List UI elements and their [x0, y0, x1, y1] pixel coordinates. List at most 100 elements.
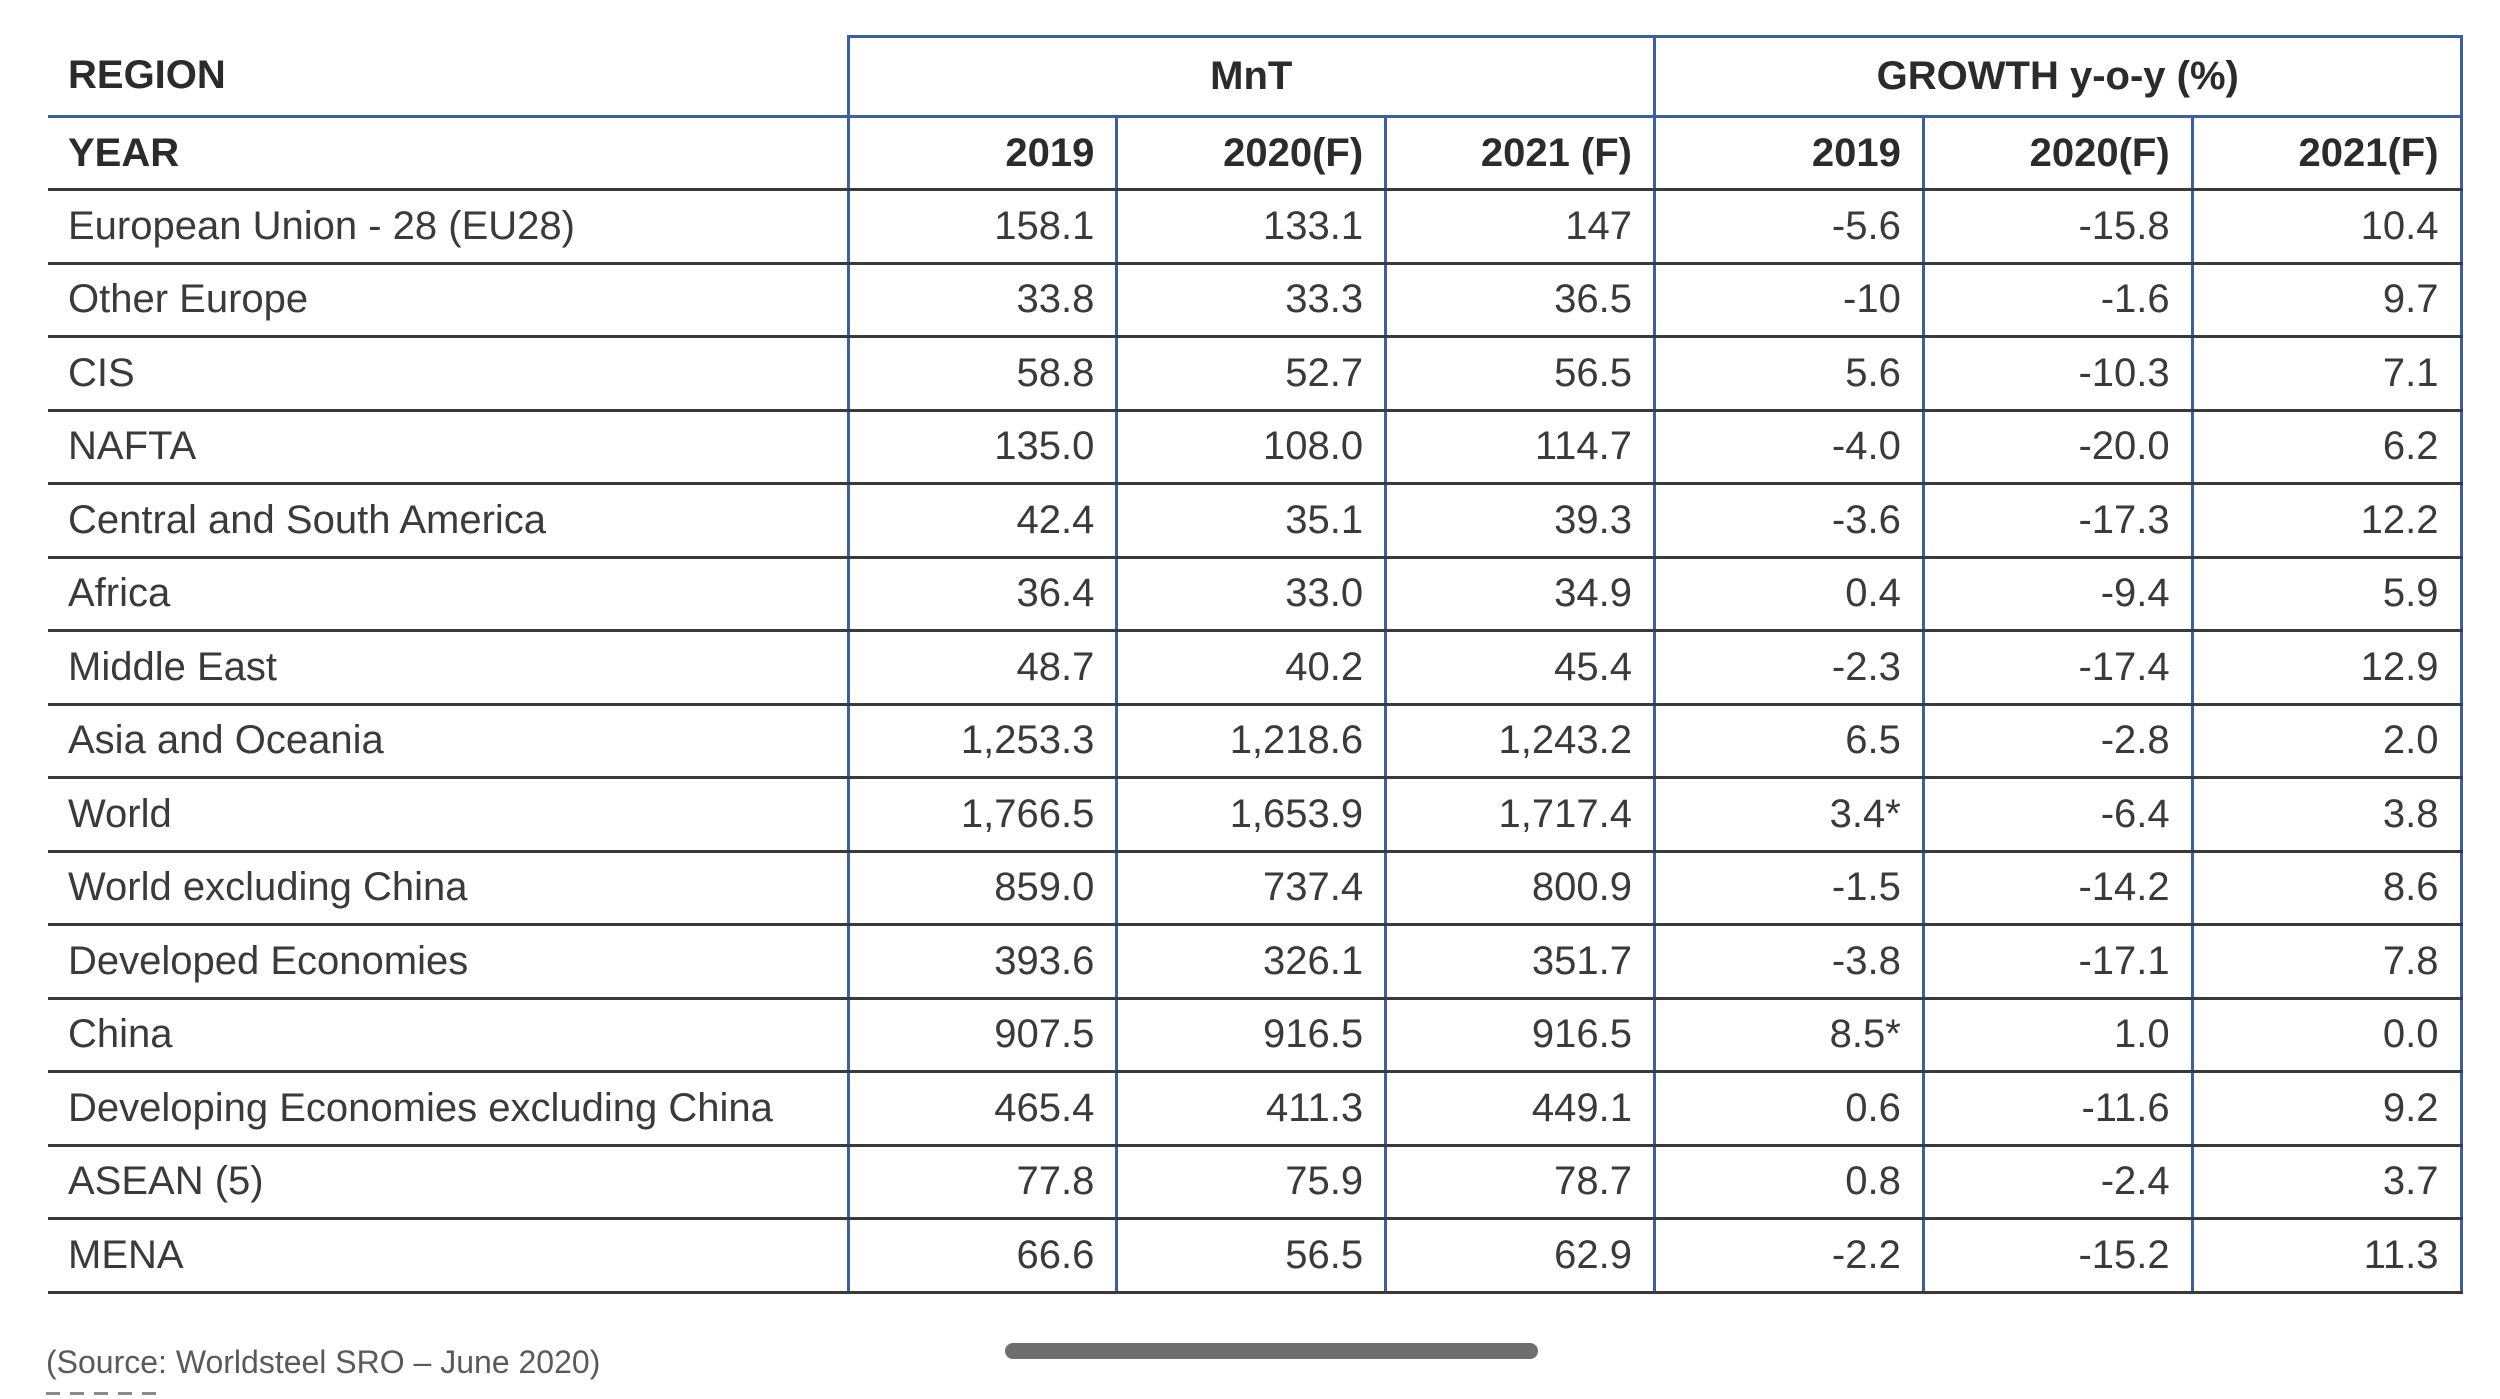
growth-value-cell: -20.0: [1921, 410, 2193, 485]
growth-value-cell: -10: [1653, 263, 1924, 338]
year-header: YEAR: [48, 116, 848, 191]
growth-value-cell: -11.6: [1921, 1071, 2193, 1147]
mnt-group-header: MnT: [846, 35, 1656, 118]
table-row: China 907.5 916.5 916.5 8.5* 1.0 0.0: [48, 998, 2463, 1073]
table-body: European Union - 28 (EU28) 158.1 133.1 147-…: [48, 189, 2463, 1294]
mnt-value-cell: 78.7: [1384, 1145, 1655, 1220]
table-row: NAFTA 135.0 108.0 114.7 -4.0 -20.0 6.2: [48, 410, 2463, 485]
growth-value-cell: -1.5: [1653, 851, 1924, 926]
mnt-value-cell: 33.3: [1115, 263, 1386, 338]
growth-value-cell: 7.1: [2190, 336, 2463, 412]
growth-value-cell: -9.4: [1921, 557, 2193, 632]
mnt-value-cell: 48.7: [846, 630, 1117, 706]
table-row: Central and South America 42.4 35.1 39.3 -3.…: [48, 483, 2463, 559]
growth-value-cell: 7.8: [2190, 924, 2463, 1000]
mnt-value-cell: 34.9: [1384, 557, 1655, 632]
growth-value-cell: 12.9: [2190, 630, 2463, 706]
mnt-value-cell: 916.5: [1384, 998, 1655, 1073]
growth-value-cell: -3.8: [1653, 924, 1924, 1000]
growth-value-cell: -4.0: [1653, 410, 1924, 485]
table-row: World excluding China 859.0 737.4 800.9 -1.5…: [48, 851, 2463, 926]
table-row: Developed Economies 393.6 326.1 351.7 -3.8 -1…: [48, 924, 2463, 1000]
mnt-value-cell: 114.7: [1384, 410, 1655, 485]
mnt-value-cell: 35.1: [1115, 483, 1386, 559]
mnt-value-cell: 326.1: [1115, 924, 1386, 1000]
mnt-value-cell: 39.3: [1384, 483, 1655, 559]
mnt-year-header: 2019: [846, 116, 1117, 191]
growth-value-cell: 0.0: [2190, 998, 2463, 1073]
growth-value-cell: 11.3: [2190, 1218, 2463, 1294]
mnt-value-cell: 45.4: [1384, 630, 1655, 706]
region-cell: European Union - 28 (EU28): [48, 189, 848, 265]
table-row: CIS 58.8 52.7 56.5 5.6 -10.3 7.1: [48, 336, 2463, 412]
growth-value-cell: -14.2: [1921, 851, 2193, 926]
region-cell: Central and South America: [48, 483, 848, 559]
growth-value-cell: -1.6: [1921, 263, 2193, 338]
region-cell: NAFTA: [48, 410, 848, 485]
growth-value-cell: 6.2: [2190, 410, 2463, 485]
table-row: Other Europe 33.8 33.3 36.5 -10 -1.6 9.7: [48, 263, 2463, 338]
table-row: ASEAN (5) 77.8 75.9 78.7 0.8 -2.4 3.7: [48, 1145, 2463, 1220]
horizontal-scrollbar[interactable]: [1005, 1343, 1538, 1359]
mnt-value-cell: 800.9: [1384, 851, 1655, 926]
region-cell: Asia and Oceania: [48, 704, 848, 779]
growth-value-cell: 9.7: [2190, 263, 2463, 338]
growth-value-cell: 12.2: [2190, 483, 2463, 559]
mnt-value-cell: 75.9: [1115, 1145, 1386, 1220]
mnt-value-cell: 907.5: [846, 998, 1117, 1073]
growth-year-header: 2020(F): [1921, 116, 2193, 191]
region-cell: World excluding China: [48, 851, 848, 926]
mnt-value-cell: 108.0: [1115, 410, 1386, 485]
growth-value-cell: 2.0: [2190, 704, 2463, 779]
mnt-value-cell: 465.4: [846, 1071, 1117, 1147]
mnt-value-cell: 351.7: [1384, 924, 1655, 1000]
mnt-value-cell: 52.7: [1115, 336, 1386, 412]
growth-value-cell: -2.2: [1653, 1218, 1924, 1294]
mnt-value-cell: 62.9: [1384, 1218, 1655, 1294]
region-cell: MENA: [48, 1218, 848, 1294]
mnt-value-cell: 859.0: [846, 851, 1117, 926]
growth-value-cell: 3.7: [2190, 1145, 2463, 1220]
growth-value-cell: -2.3: [1653, 630, 1924, 706]
growth-value-cell: -5.6: [1653, 189, 1924, 265]
mnt-value-cell: 66.6: [846, 1218, 1117, 1294]
mnt-value-cell: 42.4: [846, 483, 1117, 559]
growth-value-cell: 0.6: [1653, 1071, 1924, 1147]
growth-value-cell: -2.4: [1921, 1145, 2193, 1220]
growth-value-cell: 5.9: [2190, 557, 2463, 632]
mnt-value-cell: 36.5: [1384, 263, 1655, 338]
mnt-value-cell: 56.5: [1384, 336, 1655, 412]
growth-value-cell: 1.0: [1921, 998, 2193, 1073]
mnt-value-cell: 393.6: [846, 924, 1117, 1000]
mnt-value-cell: 36.4: [846, 557, 1117, 632]
growth-value-cell: 0.4: [1653, 557, 1924, 632]
mnt-year-header: 2021 (F): [1384, 116, 1655, 191]
growth-value-cell: -15.8: [1921, 189, 2193, 265]
growth-value-cell: -10.3: [1921, 336, 2193, 412]
mnt-value-cell: 40.2: [1115, 630, 1386, 706]
table-row: World 1,766.5 1,653.9 1,717.4 3.4* -6.4 3.8: [48, 777, 2463, 853]
growth-value-cell: 3.4*: [1653, 777, 1924, 853]
mnt-value-cell: 737.4: [1115, 851, 1386, 926]
growth-value-cell: 3.8: [2190, 777, 2463, 853]
growth-value-cell: -17.4: [1921, 630, 2193, 706]
mnt-value-cell: 58.8: [846, 336, 1117, 412]
region-cell: Other Europe: [48, 263, 848, 338]
header-row-groups: REGION MnT GROWTH y-o-y (%): [48, 35, 2463, 118]
growth-value-cell: -15.2: [1921, 1218, 2193, 1294]
steel-demand-table: REGION MnT GROWTH y-o-y (%) YEAR 2019 20…: [48, 35, 2463, 1294]
growth-value-cell: -17.3: [1921, 483, 2193, 559]
mnt-value-cell: 449.1: [1384, 1071, 1655, 1147]
table-row: Asia and Oceania 1,253.3 1,218.6 1,243.2 6.5…: [48, 704, 2463, 779]
growth-value-cell: -17.1: [1921, 924, 2193, 1000]
source-note: (Source: Worldsteel SRO – June 2020): [46, 1344, 601, 1380]
growth-value-cell: -6.4: [1921, 777, 2193, 853]
region-cell: ASEAN (5): [48, 1145, 848, 1220]
mnt-year-header: 2020(F): [1115, 116, 1386, 191]
region-cell: CIS: [48, 336, 848, 412]
growth-value-cell: 6.5: [1653, 704, 1924, 779]
region-cell: World: [48, 777, 848, 853]
growth-value-cell: 10.4: [2190, 189, 2463, 265]
growth-value-cell: -2.8: [1921, 704, 2193, 779]
region-header: REGION: [48, 36, 848, 118]
